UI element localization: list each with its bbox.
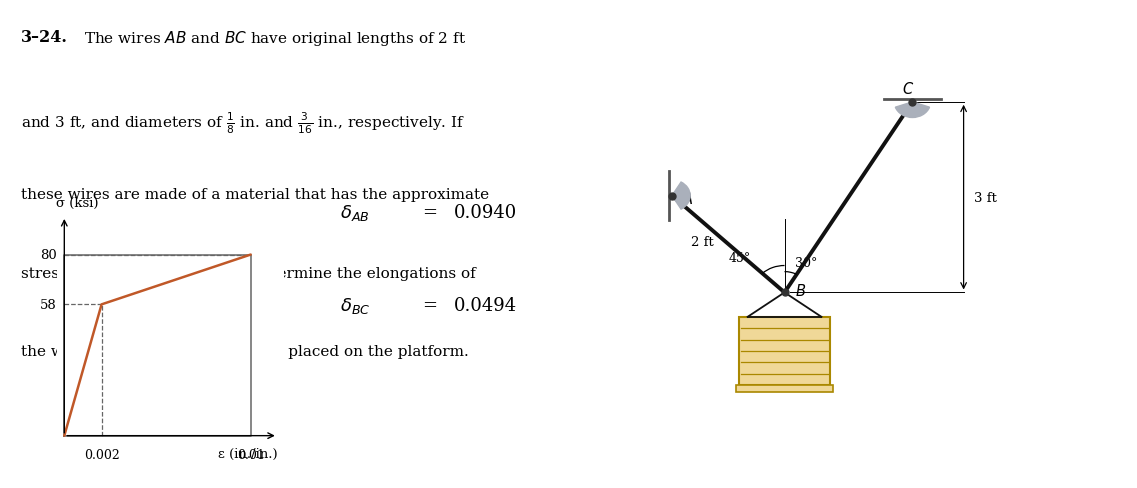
Bar [737,386,832,392]
Wedge shape [895,102,930,118]
Text: σ (ksi): σ (ksi) [56,197,99,210]
Text: 45°: 45° [729,251,752,264]
Text: =: = [422,296,437,314]
Text: 3–24.: 3–24. [22,29,68,46]
Text: 0.01: 0.01 [236,448,265,461]
Text: The wires $AB$ and $BC$ have original lengths of 2 ft: The wires $AB$ and $BC$ have original le… [84,29,466,48]
Text: 3 ft: 3 ft [973,191,997,204]
Text: 80: 80 [40,248,57,262]
Text: ε (in./in.): ε (in./in.) [218,447,277,460]
Text: $\delta_{BC}$: $\delta_{BC}$ [340,295,371,315]
Text: 2 ft: 2 ft [691,236,714,248]
Wedge shape [672,183,690,210]
Text: 58: 58 [40,298,57,311]
Bar [739,317,830,386]
Text: $B$: $B$ [795,283,806,298]
Text: 0.0494: 0.0494 [454,296,517,314]
Text: 0.0940: 0.0940 [454,203,517,221]
Text: 30°: 30° [795,256,818,269]
Text: $\delta_{AB}$: $\delta_{AB}$ [340,203,370,222]
Text: 0.002: 0.002 [84,448,119,461]
Text: =: = [422,203,437,221]
Text: and 3 ft, and diameters of $\frac{1}{8}$ in. and $\frac{3}{16}$ in., respectivel: and 3 ft, and diameters of $\frac{1}{8}$… [22,110,465,135]
Text: $C$: $C$ [902,81,914,97]
Text: $A$: $A$ [682,191,694,206]
Text: the wires after the 1500-lb load is placed on the platform.: the wires after the 1500-lb load is plac… [22,344,470,358]
Text: stress–strain diagram shown, determine the elongations of: stress–strain diagram shown, determine t… [22,266,476,280]
Text: these wires are made of a material that has the approximate: these wires are made of a material that … [22,188,490,202]
